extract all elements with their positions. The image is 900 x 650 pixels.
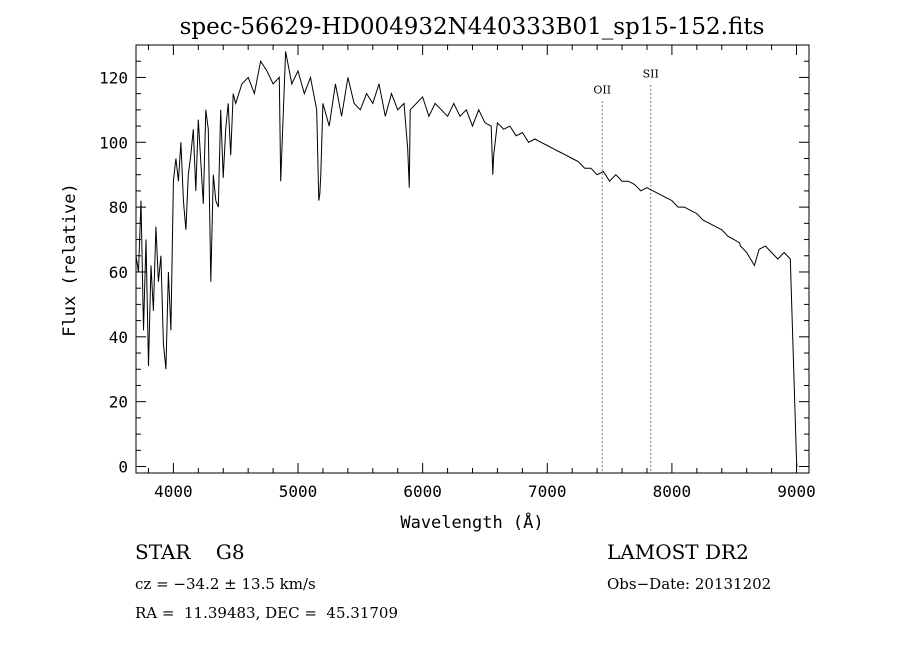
spectrum-series-line	[135, 51, 798, 467]
y-tick-label: 80	[109, 198, 128, 217]
line-markers: OII SII	[593, 67, 659, 473]
y-axis: 0 20 40 60 80 100 120	[99, 60, 809, 477]
y-axis-label: Flux (relative)	[60, 183, 80, 337]
x-tick-label: 4000	[154, 482, 193, 501]
annotation-label: SII	[643, 67, 659, 80]
y-tick-label: 20	[109, 393, 128, 412]
redshift-info: cz = −34.2 ± 13.5 km/s	[135, 575, 316, 593]
plot-frame	[135, 44, 810, 474]
x-tick-label: 6000	[403, 482, 442, 501]
chart-title: spec-56629-HD004932N440333B01_sp15-152.f…	[180, 14, 765, 40]
y-tick-label: 60	[109, 263, 128, 282]
survey-name: LAMOST DR2	[607, 540, 749, 564]
spectral-class: STAR G8	[135, 540, 245, 564]
x-tick-label: 8000	[653, 482, 692, 501]
observation-date: Obs−Date: 20131202	[607, 575, 772, 593]
x-tick-label: 9000	[777, 482, 816, 501]
x-axis: 4000 5000 6000 7000 8000 9000	[147, 45, 816, 501]
annotation-label: OII	[593, 84, 611, 97]
y-tick-label: 100	[99, 133, 128, 152]
y-tick-label: 40	[109, 328, 128, 347]
coordinates: RA = 11.39483, DEC = 45.31709	[135, 604, 399, 622]
x-axis-label: Wavelength (Å)	[400, 511, 543, 533]
y-tick-label: 120	[99, 68, 128, 87]
x-tick-label: 5000	[279, 482, 318, 501]
y-tick-label: 0	[118, 458, 128, 477]
x-tick-label: 7000	[528, 482, 567, 501]
